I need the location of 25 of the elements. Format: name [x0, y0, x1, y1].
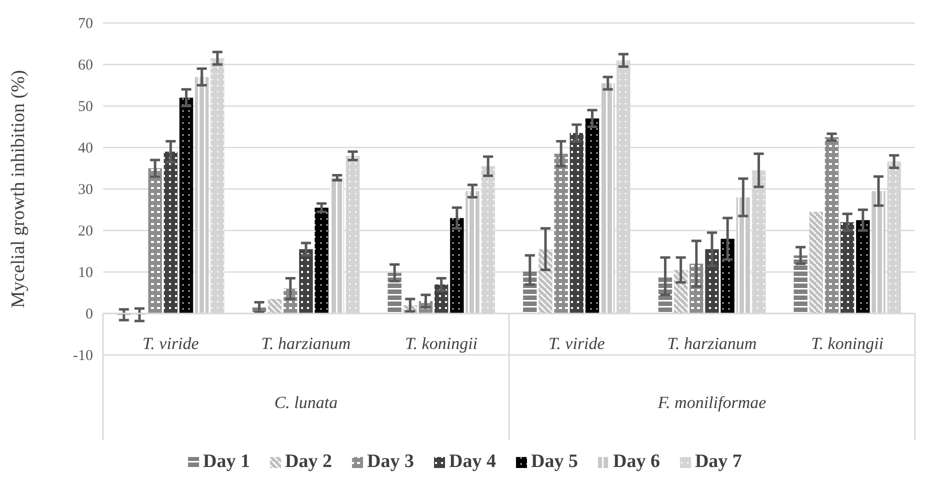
legend-label: Day 5: [530, 451, 578, 472]
legend-label: Day 2: [285, 451, 332, 472]
y-tick-label: 10: [78, 264, 93, 281]
y-tick-label: 20: [78, 223, 93, 240]
legend-label: Day 6: [612, 451, 660, 472]
x-tick-label: T. harzianum: [667, 334, 757, 353]
x-tick-label: T. viride: [142, 334, 200, 353]
y-tick-label: 40: [78, 140, 93, 156]
legend-label: Day 7: [694, 451, 742, 472]
y-axis-title: Mycelial growth inhibition (%): [8, 70, 29, 308]
y-tick-label: 50: [78, 98, 93, 115]
y-tick-label: 60: [78, 57, 93, 74]
y-tick-label: 30: [78, 182, 93, 198]
text: F. moniliformae: [656, 393, 767, 412]
y-tick-label: 70: [78, 16, 93, 32]
x-tick-label: T. harzianum: [261, 334, 351, 353]
x-tick-label: T. koningii: [405, 334, 478, 353]
legend-label: Day 1: [203, 451, 250, 472]
legend-label: Day 4: [449, 451, 496, 472]
y-tick-label: 0: [86, 306, 93, 322]
legend-label: Day 3: [367, 451, 414, 472]
text: C. lunata: [274, 393, 338, 412]
x-tick-label: T. viride: [548, 334, 606, 353]
y-tick-label: -10: [73, 348, 93, 364]
x-tick-label: T. koningii: [811, 334, 884, 353]
